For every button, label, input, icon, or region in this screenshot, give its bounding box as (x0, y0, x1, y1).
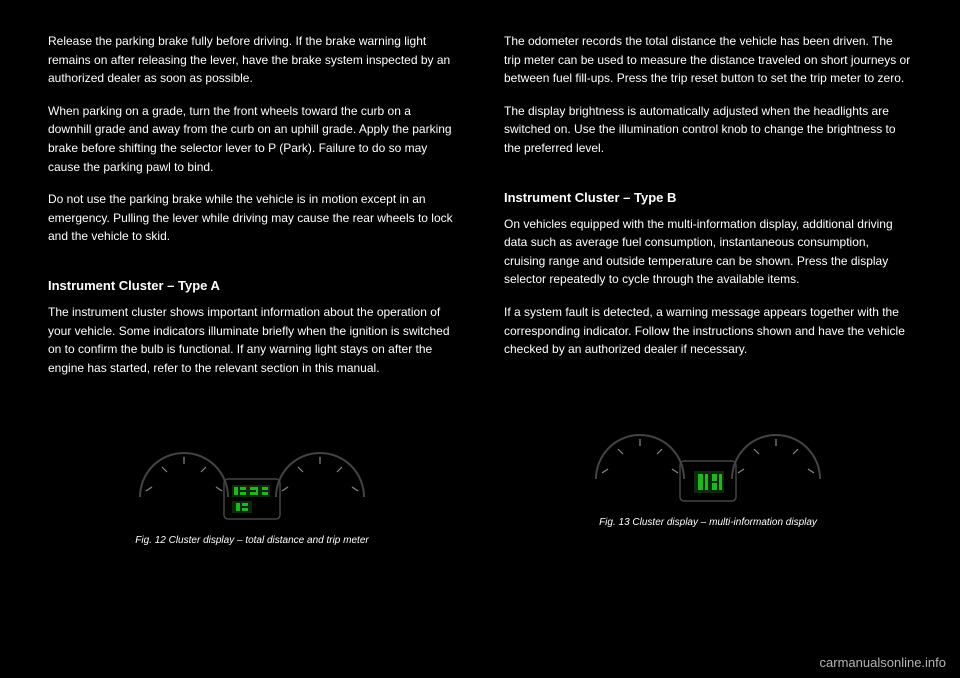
gauge-tick (216, 487, 222, 491)
gauge-tick (298, 467, 303, 472)
figure-cluster-b: Fig. 13 Cluster display – multi-informat… (504, 401, 912, 528)
body-paragraph: The instrument cluster shows important i… (48, 303, 456, 377)
lcd-bg (232, 501, 252, 513)
body-paragraph: The odometer records the total distance … (504, 32, 912, 88)
cluster-b-svg (578, 401, 838, 511)
gauge-tick (337, 467, 342, 472)
cluster-a-svg (122, 419, 382, 529)
body-paragraph: The display brightness is automatically … (504, 102, 912, 158)
gauge-tick (201, 467, 206, 472)
page-root: Release the parking brake fully before d… (0, 0, 960, 678)
right-column: The odometer records the total distance … (504, 32, 912, 646)
gauge-tick (657, 449, 662, 454)
gauge-tick (282, 487, 288, 491)
figure-caption: Fig. 12 Cluster display – total distance… (135, 535, 368, 546)
figure-cluster-a: Fig. 12 Cluster display – total distance… (48, 419, 456, 546)
body-paragraph: On vehicles equipped with the multi-info… (504, 215, 912, 289)
gauge-tick (793, 449, 798, 454)
body-paragraph: Release the parking brake fully before d… (48, 32, 456, 88)
body-paragraph: When parking on a grade, turn the front … (48, 102, 456, 176)
left-column: Release the parking brake fully before d… (48, 32, 456, 646)
gauge-tick (738, 469, 744, 473)
gauge-tick (352, 487, 358, 491)
section-heading: Instrument Cluster – Type B (504, 190, 912, 205)
gauge-tick (618, 449, 623, 454)
gauge-tick (672, 469, 678, 473)
gauge-tick (602, 469, 608, 473)
body-paragraph: Do not use the parking brake while the v… (48, 190, 456, 246)
watermark-text: carmanualsonline.info (820, 655, 946, 670)
body-paragraph: If a system fault is detected, a warning… (504, 303, 912, 359)
gauge-tick (146, 487, 152, 491)
gauge-tick (808, 469, 814, 473)
gauge-tick (162, 467, 167, 472)
section-heading: Instrument Cluster – Type A (48, 278, 456, 293)
gauge-tick (754, 449, 759, 454)
two-column-layout: Release the parking brake fully before d… (48, 32, 912, 646)
figure-caption: Fig. 13 Cluster display – multi-informat… (599, 517, 817, 528)
